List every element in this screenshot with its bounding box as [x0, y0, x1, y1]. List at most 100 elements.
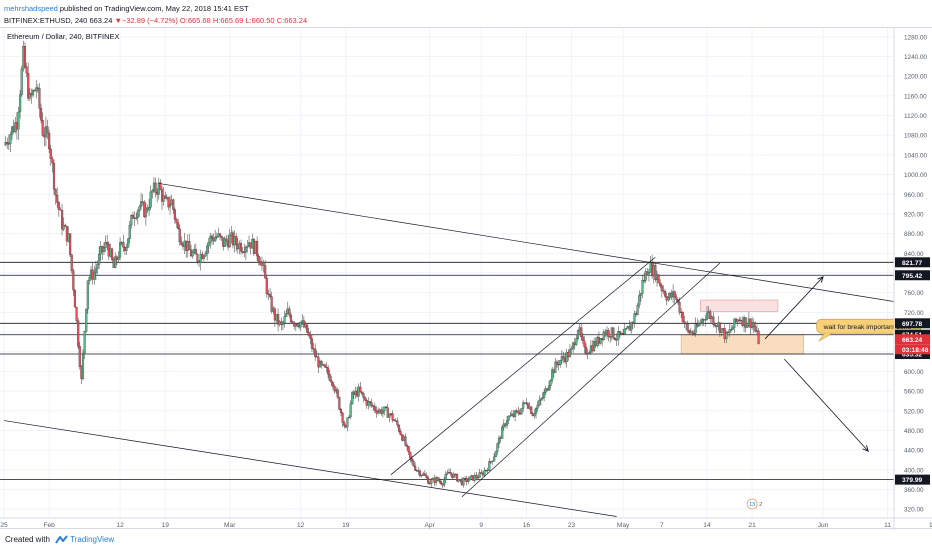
candle-down [52, 162, 56, 190]
candle-down [683, 321, 686, 324]
candle-up [20, 68, 23, 95]
open-value: O:665.68 [179, 16, 211, 25]
price-axis[interactable]: 320.00 360.00 400.00 440.00 480.00 520.00 560.… [893, 28, 930, 530]
time-tick-label: 11 [884, 522, 891, 529]
candle-down [339, 409, 343, 414]
candle-up [647, 272, 650, 276]
range-box [700, 299, 779, 312]
candle-down [439, 481, 442, 484]
candle-down [328, 373, 331, 381]
candle-down [314, 348, 317, 357]
candle-up [543, 392, 546, 398]
price-change: −32.89 (−4.72%) [121, 16, 178, 25]
candle-down [122, 242, 125, 248]
candle-up [570, 348, 573, 351]
candle-down [41, 120, 44, 136]
candle-down [56, 195, 59, 203]
candle-up [149, 191, 152, 208]
candle-down [412, 460, 415, 467]
candle-up [568, 349, 571, 358]
candle-up [639, 293, 642, 296]
candle-down [320, 361, 323, 365]
candle-up [467, 479, 470, 483]
time-axis[interactable]: 25 Feb 12 19 Mar 12 19 Apr 9 16 23 May 14 21 Jun 11 7 18 1… [0, 498, 932, 529]
candle-down [423, 473, 426, 476]
level-price-tag-label: 795.42 [902, 273, 923, 280]
candle-up [347, 416, 351, 418]
candle-up [699, 322, 702, 324]
price-tick-label: 480.00 [904, 428, 924, 435]
time-tick-label: Mar [224, 522, 236, 529]
candle-down [341, 412, 344, 423]
candle-down [607, 330, 610, 337]
time-tick-label: Feb [43, 522, 55, 529]
event-badge-icon [746, 498, 758, 510]
bar-countdown-tag-label: 03:18:48 [902, 347, 929, 354]
candle-up [125, 247, 128, 251]
candle-down [583, 340, 586, 348]
candle-up [209, 235, 212, 243]
price-tick-label: 1160.00 [904, 93, 927, 100]
candle-up [139, 201, 143, 207]
candle-up [468, 476, 472, 481]
bullish-arrow [764, 276, 824, 340]
candle-down [360, 391, 363, 394]
candle-down [754, 326, 757, 332]
candle-down [409, 451, 412, 459]
candle-down [327, 367, 330, 375]
candle-down [404, 436, 407, 446]
candle-up [88, 277, 91, 281]
candle-up [641, 280, 644, 294]
candle-up [17, 111, 20, 130]
candle-down [709, 311, 712, 319]
candle-down [517, 410, 520, 414]
horizontal-levels-layer [0, 261, 894, 481]
candle-down [164, 195, 167, 199]
candle-down [691, 331, 694, 334]
candle-down [78, 346, 81, 367]
ohlc-bar: BITFINEX:ETHUSD, 240 663.24 ▼−32.89 (−4.… [4, 15, 307, 26]
candle-up [138, 206, 141, 212]
candle-down [160, 189, 164, 202]
candle-down [110, 248, 114, 260]
candle-down [330, 380, 333, 383]
candle-up [430, 479, 433, 484]
candle-up [575, 338, 578, 346]
candle-down [220, 236, 223, 238]
time-tick-label: 14 [703, 522, 711, 529]
price-tick-label: 600.00 [904, 369, 924, 376]
candle-up [630, 322, 633, 331]
candle-down [154, 182, 157, 193]
candle-up [533, 413, 536, 417]
tradingview-logo-icon [55, 535, 68, 544]
candle-up [615, 339, 618, 341]
candle-up [488, 461, 491, 471]
candle-down [373, 406, 376, 411]
candle-up [285, 313, 288, 317]
candle-down [426, 477, 430, 484]
time-tick-label: 16 [523, 522, 531, 529]
candle-down [167, 197, 170, 208]
time-tick-label: 9 [479, 522, 483, 529]
candle-down [686, 323, 689, 331]
candle-down [418, 470, 422, 476]
candle-up [169, 204, 172, 208]
price-tick-label: 1000.00 [904, 172, 928, 179]
candle-down [664, 291, 667, 297]
price-chart[interactable]: wait for break important zone 320.00 360.… [0, 28, 932, 530]
candle-up [130, 214, 133, 226]
candle-down [475, 475, 478, 478]
candle-up [617, 331, 620, 340]
tradingview-brand[interactable]: TradingView [70, 535, 115, 544]
grid-lines [0, 28, 894, 518]
chart-pane[interactable]: wait for break important zone 320.00 360.… [0, 27, 932, 530]
candle-up [586, 353, 589, 355]
candle-down [343, 422, 346, 426]
author-link[interactable]: mehrshadspeed [4, 4, 58, 13]
candle-down [307, 332, 310, 336]
candle-up [501, 426, 504, 439]
level-price-tag-label: 379.99 [902, 477, 923, 484]
candle-down [7, 143, 10, 145]
candle-down [54, 188, 57, 196]
price-tick-label: 1080.00 [904, 133, 928, 140]
